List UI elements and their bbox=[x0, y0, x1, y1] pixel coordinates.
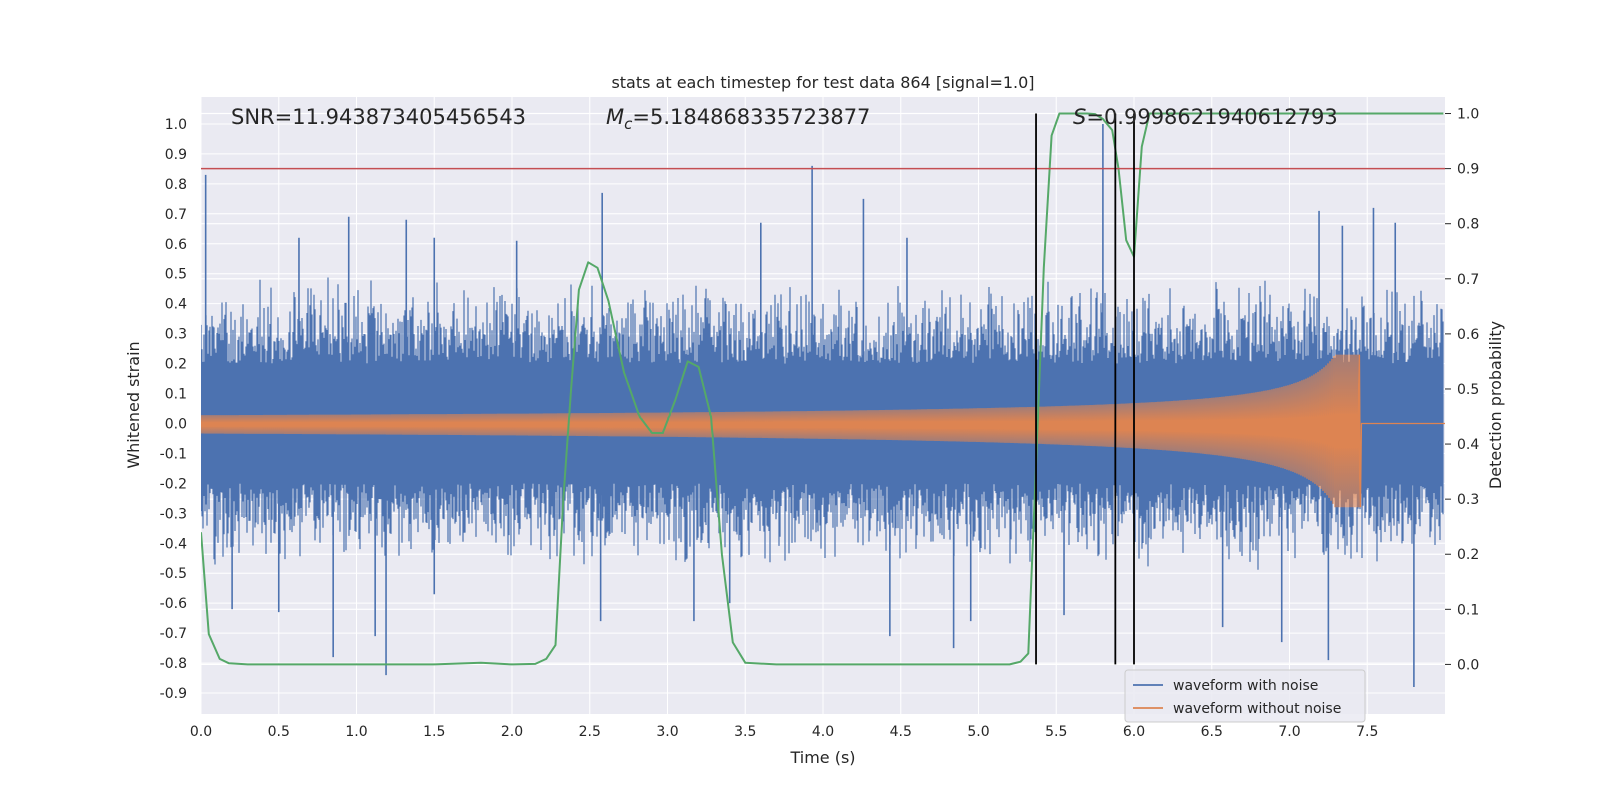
y2-tick-label: 0.5 bbox=[1457, 382, 1479, 398]
y-tick-label: 0.3 bbox=[165, 327, 187, 343]
x-tick-label: 4.0 bbox=[812, 724, 834, 740]
x-axis-ticks: 0.0 0.5 1.0 1.5 2.0 2.5 3.0 3.5 4.0 4.5 5.0 5.5 6.0 6… bbox=[190, 724, 1379, 740]
x-tick-label: 1.5 bbox=[423, 724, 445, 740]
y-tick-label: -0.8 bbox=[160, 656, 187, 672]
y-tick-label: 0.1 bbox=[165, 387, 187, 403]
y2-tick-label: 0.6 bbox=[1457, 327, 1479, 343]
x-tick-label: 4.5 bbox=[890, 724, 912, 740]
x-tick-label: 7.5 bbox=[1356, 724, 1378, 740]
x-tick-label: 6.0 bbox=[1123, 724, 1145, 740]
y-tick-label: -0.4 bbox=[160, 536, 187, 552]
significance-symbol: S bbox=[1073, 105, 1086, 129]
x-tick-label: 6.5 bbox=[1201, 724, 1223, 740]
y-axis-label: Whitened strain bbox=[124, 341, 143, 468]
y2-tick-label: 0.3 bbox=[1457, 492, 1479, 508]
x-axis-label: Time (s) bbox=[789, 748, 855, 767]
x-tick-label: 2.0 bbox=[501, 724, 523, 740]
y-tick-label: 0.2 bbox=[165, 357, 187, 373]
y-tick-label: 0.4 bbox=[165, 297, 187, 313]
y2-tick-label: 0.2 bbox=[1457, 547, 1479, 563]
legend-label-clean: waveform without noise bbox=[1173, 701, 1341, 717]
x-tick-label: 0.5 bbox=[268, 724, 290, 740]
y-tick-label: 0.7 bbox=[165, 207, 187, 223]
x-tick-label: 5.5 bbox=[1045, 724, 1067, 740]
y-tick-label: -0.5 bbox=[160, 566, 187, 582]
x-tick-label: 0.0 bbox=[190, 724, 212, 740]
y2-tick-label: 0.1 bbox=[1457, 602, 1479, 618]
y-tick-label: -0.3 bbox=[160, 506, 187, 522]
chart-title: stats at each timestep for test data 864… bbox=[611, 73, 1034, 92]
y-tick-label: -0.2 bbox=[160, 476, 187, 492]
y2-axis-label: Detection probability bbox=[1486, 321, 1505, 489]
y-tick-label: -0.7 bbox=[160, 626, 187, 642]
series-layer bbox=[201, 112, 1445, 688]
y2-axis-ticks: 1.0 0.9 0.8 0.7 0.6 0.5 0.4 0.3 0.2 0.1 0.0 bbox=[1445, 107, 1479, 673]
chirp-mass-symbol: M bbox=[606, 105, 624, 129]
x-tick-label: 5.0 bbox=[967, 724, 989, 740]
y-axis-ticks: 1.0 0.9 0.8 0.7 0.6 0.5 0.4 0.3 0.2 0.1 0.0 -0.1 -0.… bbox=[160, 117, 187, 702]
chirp-mass-value: =5.184868335723877 bbox=[632, 105, 870, 129]
legend-label-noisy: waveform with noise bbox=[1173, 678, 1318, 694]
y-tick-label: 0.8 bbox=[165, 177, 187, 193]
x-tick-label: 2.5 bbox=[579, 724, 601, 740]
y-tick-label: -0.6 bbox=[160, 596, 187, 612]
y-tick-label: -0.9 bbox=[160, 686, 187, 702]
y-tick-label: 0.6 bbox=[165, 237, 187, 253]
y2-tick-label: 0.4 bbox=[1457, 437, 1479, 453]
significance-value: =0.9998621940612793 bbox=[1086, 105, 1337, 129]
x-tick-label: 7.0 bbox=[1278, 724, 1300, 740]
snr-annotation: SNR=11.943873405456543 bbox=[231, 105, 526, 129]
y2-tick-label: 1.0 bbox=[1457, 107, 1479, 123]
y-tick-label: 1.0 bbox=[165, 117, 187, 133]
significance-annotation: S=0.9998621940612793 bbox=[1073, 105, 1338, 129]
x-tick-label: 3.5 bbox=[734, 724, 756, 740]
legend-box bbox=[1124, 669, 1366, 723]
y-tick-label: 0.9 bbox=[165, 147, 187, 163]
y-tick-label: 0.0 bbox=[165, 416, 187, 432]
legend: waveform with noise waveform without noi… bbox=[1124, 669, 1366, 723]
y2-tick-label: 0.0 bbox=[1457, 657, 1479, 673]
x-tick-label: 3.0 bbox=[656, 724, 678, 740]
y2-tick-label: 0.7 bbox=[1457, 272, 1479, 288]
chirp-mass-annotation: Mc=5.184868335723877 bbox=[606, 105, 870, 133]
y-tick-label: -0.1 bbox=[160, 446, 187, 462]
x-tick-label: 1.0 bbox=[345, 724, 367, 740]
y2-tick-label: 0.9 bbox=[1457, 162, 1479, 178]
y-tick-label: 0.5 bbox=[165, 267, 187, 283]
clean-waveform-trace bbox=[201, 354, 1445, 508]
y2-tick-label: 0.8 bbox=[1457, 217, 1479, 233]
chirp-mass-subscript: c bbox=[624, 115, 633, 133]
